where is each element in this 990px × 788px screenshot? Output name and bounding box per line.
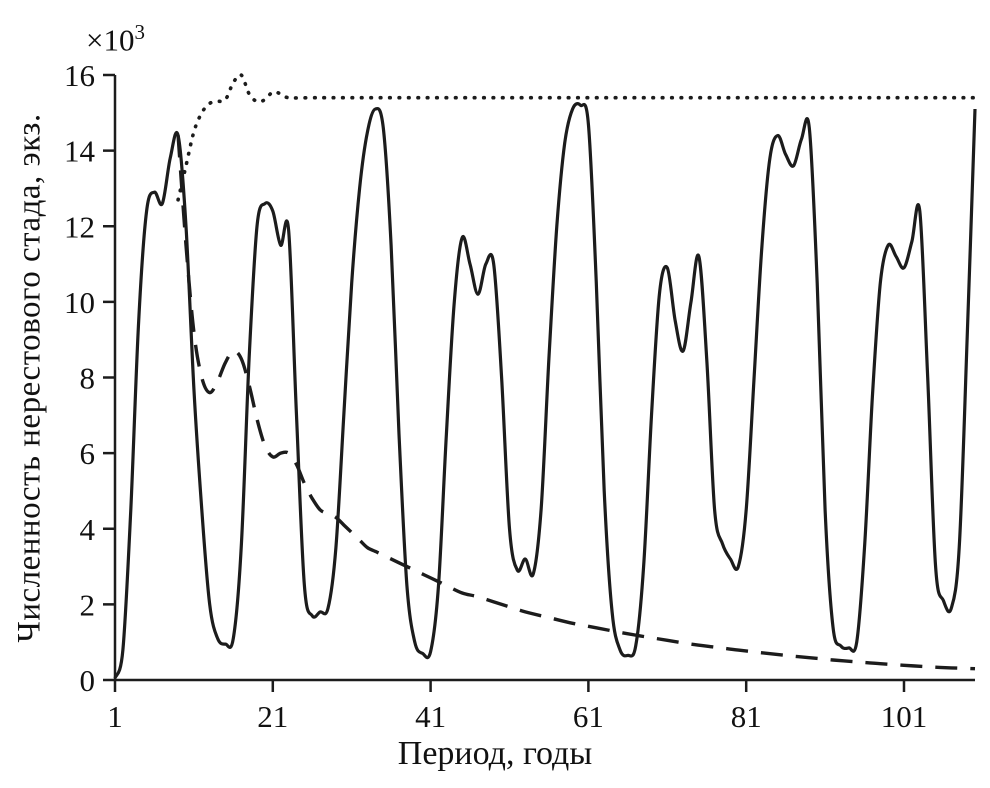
y-tick-label: 6: [80, 436, 96, 471]
x-axis-label: Период, годы: [397, 735, 593, 772]
x-tick-label: 41: [415, 699, 446, 734]
x-tick-label: 1: [107, 699, 123, 734]
x-tick-label: 61: [573, 699, 604, 734]
y-axis-label: Численность нерестового стада, экз.: [11, 113, 48, 643]
x-tick-label: 81: [731, 699, 762, 734]
axes: [113, 75, 975, 682]
multiplier-exponent: 3: [134, 20, 145, 44]
multiplier-base: ×10: [86, 22, 135, 58]
y-tick-label: 16: [64, 58, 95, 93]
y-axis-multiplier: ×103: [86, 20, 145, 58]
series-dashed-decaying: [176, 135, 976, 671]
y-tick-label: 2: [80, 587, 96, 622]
y-tick-label: 0: [80, 663, 96, 698]
y-tick-label: 12: [64, 209, 95, 244]
y-tick-label: 8: [80, 361, 96, 396]
y-tick-label: 4: [80, 512, 96, 547]
x-tick-label: 101: [881, 699, 928, 734]
series-solid-oscillating: [113, 102, 977, 679]
y-tick-label: 10: [64, 285, 95, 320]
series-dotted-plateau: [176, 72, 977, 202]
x-tick-label: 21: [257, 699, 288, 734]
y-tick-label: 14: [64, 134, 96, 169]
